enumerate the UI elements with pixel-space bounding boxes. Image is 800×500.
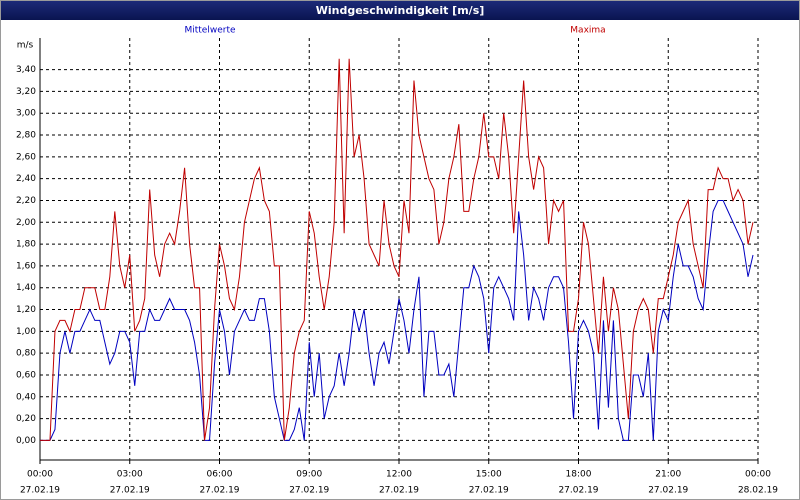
x-tick-label: 12:00 <box>386 470 412 480</box>
chart-title: Windgeschwindigkeit [m/s] <box>1 1 799 20</box>
y-tick-label: 1,40 <box>16 283 36 293</box>
x-tick-label: 09:00 <box>296 470 322 480</box>
x-tick-label: 18:00 <box>566 470 592 480</box>
y-tick-label: 0,40 <box>16 392 36 402</box>
y-tick-label: 2,20 <box>16 196 36 206</box>
y-tick-label: 3,40 <box>16 65 36 75</box>
x-tick-label: 15:00 <box>476 470 502 480</box>
y-axis-label: m/s <box>17 41 34 51</box>
y-tick-label: 2,40 <box>16 174 36 184</box>
y-tick-label: 2,80 <box>16 131 36 141</box>
x-tick-label: 06:00 <box>207 470 233 480</box>
y-tick-label: 3,00 <box>16 109 36 119</box>
y-tick-label: 1,20 <box>16 305 36 315</box>
y-tick-label: 0,00 <box>16 436 36 446</box>
y-tick-label: 1,80 <box>16 240 36 250</box>
x-tick-label: 03:00 <box>117 470 143 480</box>
x-tick-date: 27.02.19 <box>379 486 419 496</box>
series-line <box>40 199 754 441</box>
legend-entry: Mittelwerte <box>184 26 235 36</box>
x-tick-date: 27.02.19 <box>110 486 150 496</box>
y-tick-label: 2,00 <box>16 218 36 228</box>
y-tick-label: 1,00 <box>16 327 36 337</box>
y-tick-label: 0,60 <box>16 370 36 380</box>
y-tick-label: 0,20 <box>16 414 36 424</box>
x-tick-label: 00:00 <box>745 470 771 480</box>
y-tick-label: 0,80 <box>16 349 36 359</box>
x-tick-date: 27.02.19 <box>20 486 60 496</box>
x-tick-label: 00:00 <box>27 470 53 480</box>
x-tick-date: 27.02.19 <box>558 486 598 496</box>
x-tick-date: 28.02.19 <box>738 486 778 496</box>
y-tick-label: 3,20 <box>16 87 36 97</box>
y-tick-label: 2,60 <box>16 152 36 162</box>
legend-entry: Maxima <box>570 26 605 36</box>
x-tick-date: 27.02.19 <box>199 486 239 496</box>
x-tick-date: 27.02.19 <box>648 486 688 496</box>
x-tick-date: 27.02.19 <box>289 486 329 496</box>
x-tick-date: 27.02.19 <box>469 486 509 496</box>
series-line <box>40 58 754 441</box>
y-tick-label: 1,60 <box>16 261 36 271</box>
x-tick-label: 21:00 <box>655 470 681 480</box>
